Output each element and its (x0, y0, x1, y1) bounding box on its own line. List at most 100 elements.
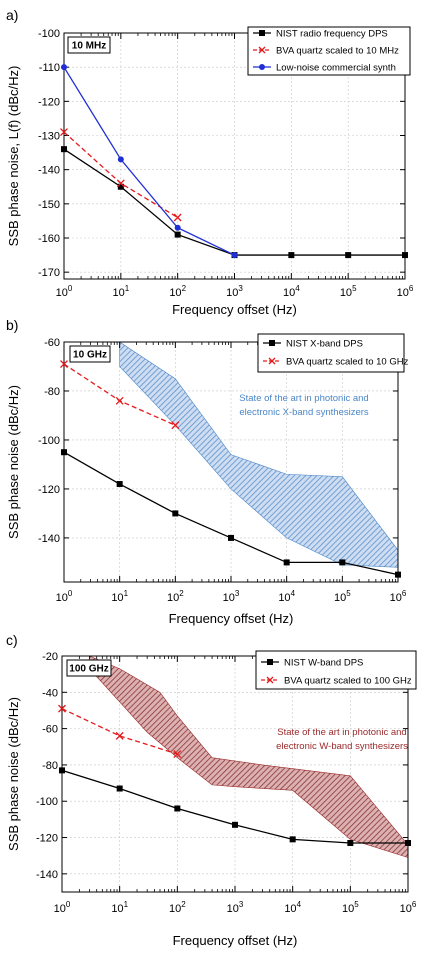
panel-label: a) (6, 7, 18, 23)
series-0 (59, 767, 411, 846)
data-point (347, 839, 354, 846)
y-tick-label: -80 (44, 386, 60, 398)
legend-label: BVA quartz scaled to 10 GHz (286, 357, 409, 368)
legend-entry: BVA quartz scaled to 10 GHz (263, 357, 409, 368)
marker-stroke (173, 213, 182, 222)
legend-box (255, 650, 417, 690)
x-tick-label: 100 (56, 589, 73, 604)
y-tick-label: -20 (42, 651, 58, 663)
marker-stroke (58, 704, 66, 713)
data-point (171, 421, 180, 430)
region-label-line: electronic X-band synthesizers (239, 407, 369, 418)
chart-panel-0: a) -100 -110 -120 -130 -140 -150 -160 -170 100 101… (6, 7, 414, 317)
series-2 (61, 64, 238, 259)
legend: NIST X-band DPS BVA quartz scaled to 10 G… (257, 333, 409, 373)
legend-marker (258, 46, 266, 54)
legend-marker (259, 64, 265, 70)
x-tick-label: 106 (397, 284, 414, 299)
y-tick-label: -80 (42, 760, 58, 772)
data-point (395, 571, 401, 578)
legend-label: NIST radio frequency DPS (276, 29, 388, 40)
y-axis-title: SSB phase noise (dBc/Hz) (6, 385, 21, 539)
series-line (61, 708, 178, 755)
y-tick-label: -100 (38, 28, 60, 40)
data-point (228, 534, 234, 541)
x-tick-label: 102 (169, 900, 186, 915)
data-point (115, 396, 124, 405)
panel-label: c) (6, 632, 18, 648)
marker-stroke (115, 731, 124, 740)
series-1 (60, 128, 182, 222)
data-point (172, 510, 179, 517)
legend-entry: NIST X-band DPS (263, 339, 363, 350)
data-point (61, 146, 67, 153)
y-tick-label: -130 (38, 131, 60, 143)
legend-label: NIST X-band DPS (286, 339, 363, 350)
chart-panel-2: c) State of the art in photonic and electr… (6, 632, 417, 948)
x-tick-label: 100 (56, 284, 73, 299)
legend-marker (267, 659, 273, 665)
y-tick-label: -140 (36, 869, 58, 881)
data-point (173, 213, 182, 222)
chart-panel-1: b) State of the art in photonic and electr… (6, 317, 409, 626)
region-label-line: electronic W-band synthesizers (276, 741, 408, 752)
region-annotation: State of the art in photonic and electron… (239, 393, 369, 418)
y-tick-label: -160 (38, 233, 60, 245)
frequency-label: 10 GHz (73, 350, 107, 361)
x-tick-label: 101 (111, 589, 128, 604)
y-tick-label: -140 (38, 533, 60, 545)
x-axis-title: Frequency offset (Hz) (172, 302, 297, 317)
legend-label: BVA quartz scaled to 10 MHz (276, 46, 399, 57)
x-tick-label: 101 (111, 900, 128, 915)
data-point (60, 360, 68, 369)
legend-box (247, 26, 411, 76)
series-1 (58, 704, 182, 758)
legend-marker (268, 357, 276, 365)
legend-entry: NIST W-band DPS (261, 658, 363, 669)
x-tick-label: 105 (334, 589, 351, 604)
series-0 (61, 449, 401, 578)
frequency-label: 100 GHz (69, 664, 108, 675)
data-point (289, 836, 296, 843)
legend-label: BVA quartz scaled to 100 GHz (284, 676, 412, 687)
series-line (63, 66, 235, 256)
legend-entry: BVA quartz scaled to 100 GHz (261, 676, 412, 687)
legend-marker (259, 30, 265, 36)
x-tick-label: 106 (390, 589, 407, 604)
y-tick-label: -40 (42, 687, 58, 699)
frequency-label-box (66, 659, 112, 677)
y-tick-label: -120 (36, 833, 58, 845)
data-point (117, 183, 124, 190)
data-point (117, 156, 124, 163)
x-tick-label: 100 (54, 900, 71, 915)
data-point (116, 785, 123, 792)
data-point (61, 449, 67, 456)
data-point (345, 252, 352, 259)
x-tick-label: 104 (278, 589, 295, 604)
data-point (231, 252, 238, 259)
marker-stroke (171, 421, 180, 430)
x-tick-label: 103 (223, 589, 240, 604)
marker-stroke (115, 396, 124, 405)
frequency-label-box (69, 345, 111, 363)
x-axis-title: Frequency offset (Hz) (173, 933, 298, 948)
region-annotation: State of the art in photonic and electron… (276, 727, 408, 752)
legend: NIST radio frequency DPS BVA quartz scale… (247, 26, 411, 76)
marker-stroke (173, 750, 182, 758)
x-tick-label: 104 (283, 284, 300, 299)
data-point (339, 559, 346, 566)
y-tick-label: -170 (38, 267, 60, 279)
legend-marker (269, 340, 275, 346)
data-point (288, 252, 295, 259)
legend-marker (266, 676, 274, 684)
y-tick-label: -60 (42, 724, 58, 736)
frequency-label: 10 MHz (72, 41, 106, 52)
x-axis-title: Frequency offset (Hz) (169, 611, 294, 626)
y-tick-label: -150 (38, 199, 60, 211)
y-tick-label: -120 (38, 96, 60, 108)
x-tick-label: 103 (227, 900, 244, 915)
region-label-line: State of the art in photonic and (239, 393, 368, 404)
data-point (232, 821, 238, 828)
y-axis-title: SSB phase noise (dBc/Hz) (6, 697, 21, 851)
